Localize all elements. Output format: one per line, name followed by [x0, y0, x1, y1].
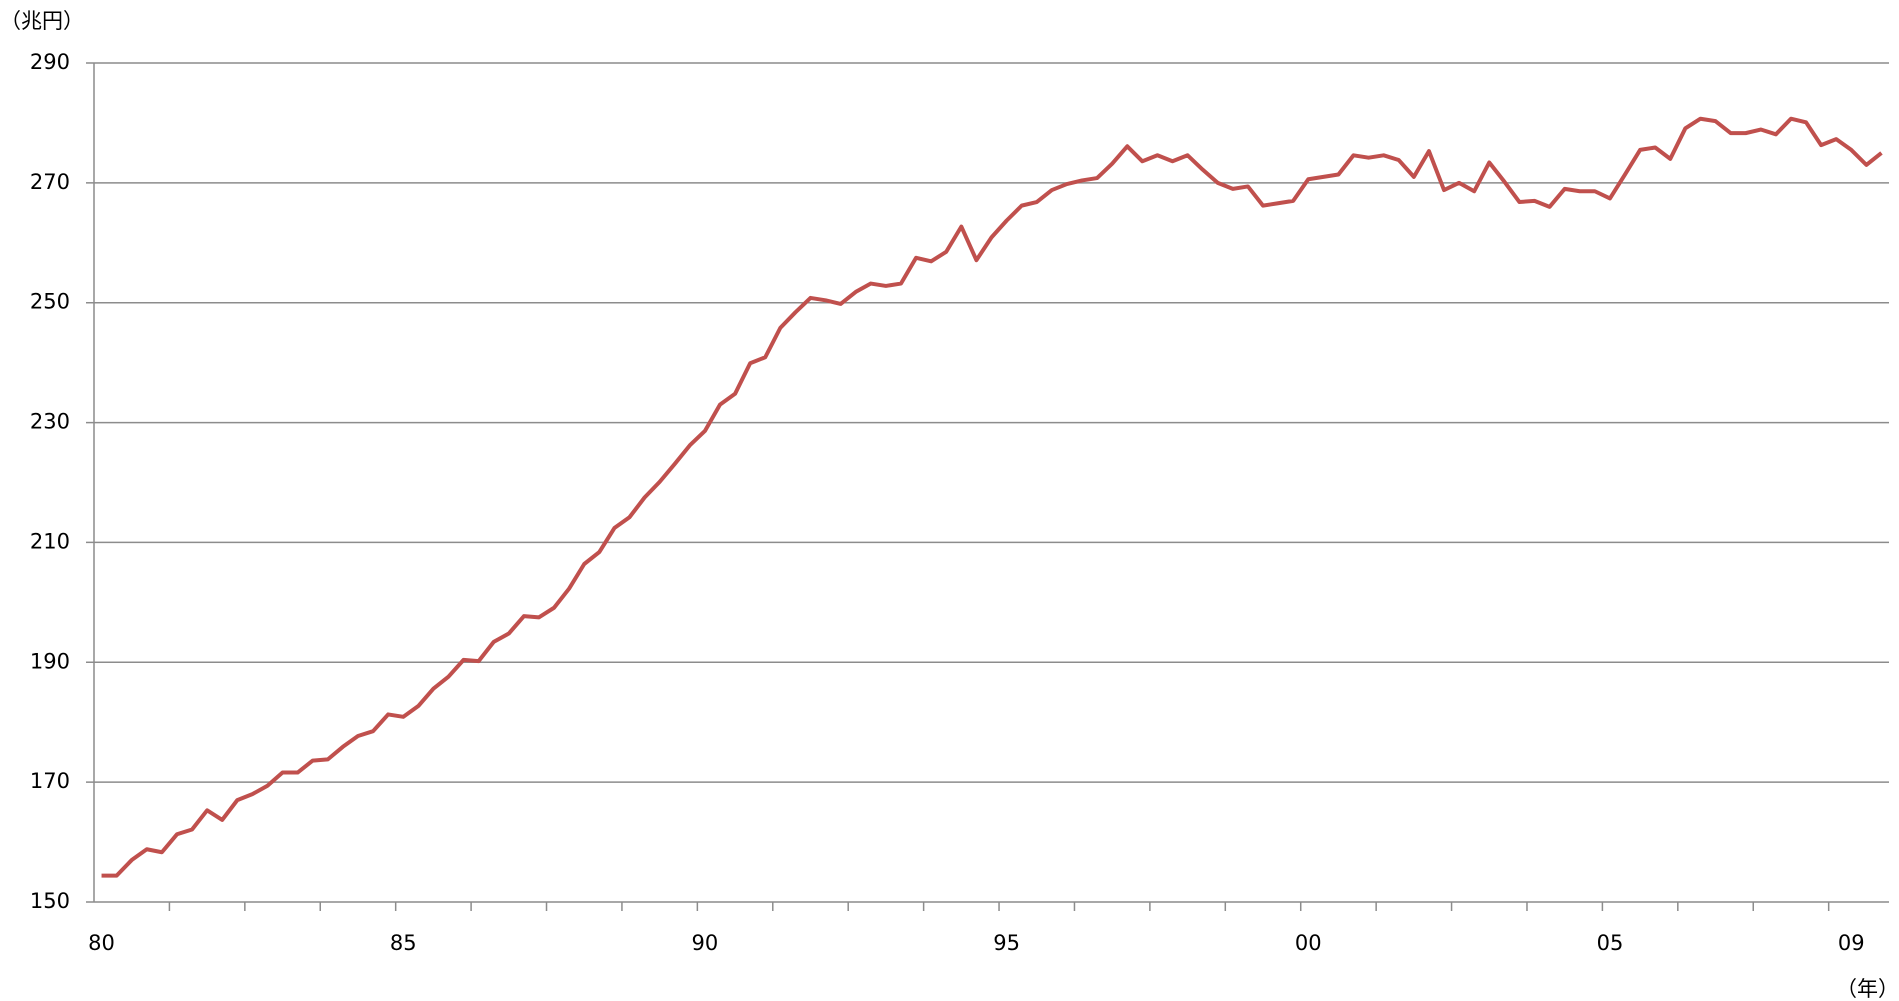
- y-tick-label: 210: [30, 529, 70, 553]
- x-tick-label: 05: [1597, 931, 1624, 955]
- y-tick-label: 170: [30, 769, 70, 793]
- y-tick-label: 150: [30, 889, 70, 913]
- y-axis-label: （兆円）: [0, 9, 84, 33]
- y-tick-label: 230: [30, 410, 70, 434]
- x-tick-label: 09: [1838, 931, 1865, 955]
- y-tick-label: 270: [30, 170, 70, 194]
- data-line: [101, 116, 1883, 878]
- x-axis-label: （年）: [1836, 977, 1899, 1001]
- x-tick-label: 90: [692, 931, 719, 955]
- x-tick-label: 80: [88, 931, 115, 955]
- x-tick-label: 00: [1295, 931, 1322, 955]
- y-tick-label: 290: [30, 50, 70, 74]
- x-tick-label: 95: [993, 931, 1020, 955]
- y-tick-label: 250: [30, 290, 70, 314]
- y-tick-label: 190: [30, 649, 70, 673]
- x-tick-label: 85: [390, 931, 417, 955]
